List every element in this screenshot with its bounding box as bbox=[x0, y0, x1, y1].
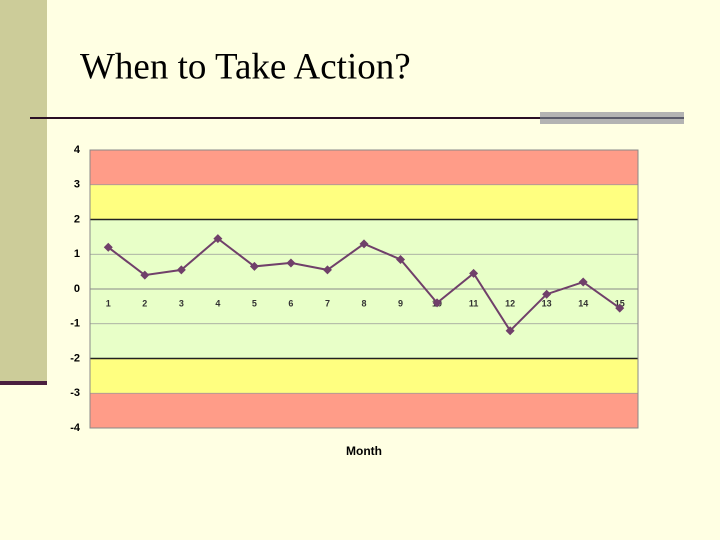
x-tick-label: 12 bbox=[505, 298, 515, 308]
data-point bbox=[542, 289, 552, 299]
x-tick-label: 9 bbox=[398, 298, 403, 308]
data-point bbox=[249, 261, 259, 271]
y-tick-label: -2 bbox=[70, 352, 80, 364]
y-tick-label: -1 bbox=[70, 318, 80, 330]
zone bbox=[90, 358, 638, 394]
data-point bbox=[286, 258, 296, 268]
x-axis-title: Month bbox=[346, 444, 382, 458]
y-tick-label: -4 bbox=[70, 422, 81, 434]
y-tick-label: 2 bbox=[74, 213, 80, 225]
data-point bbox=[322, 265, 332, 275]
side-bar-rule bbox=[0, 381, 47, 385]
data-point bbox=[140, 270, 150, 280]
y-tick-label: 4 bbox=[74, 144, 81, 156]
data-point bbox=[505, 326, 515, 336]
data-point bbox=[359, 239, 369, 249]
data-point bbox=[469, 268, 479, 278]
side-bar bbox=[0, 0, 47, 383]
data-point bbox=[176, 265, 186, 275]
x-tick-label: 3 bbox=[179, 298, 184, 308]
zone bbox=[90, 184, 638, 220]
x-tick-label: 4 bbox=[215, 298, 220, 308]
y-tick-label: -3 bbox=[70, 387, 80, 399]
x-tick-label: 7 bbox=[325, 298, 330, 308]
data-point bbox=[615, 303, 625, 313]
y-tick-label: 3 bbox=[74, 179, 80, 191]
x-tick-label: 8 bbox=[361, 298, 366, 308]
y-tick-label: 1 bbox=[74, 248, 80, 260]
x-tick-label: 2 bbox=[142, 298, 147, 308]
zone bbox=[90, 393, 638, 428]
data-point bbox=[578, 277, 588, 287]
zone bbox=[90, 150, 638, 185]
x-tick-label: 5 bbox=[252, 298, 257, 308]
x-tick-label: 13 bbox=[542, 298, 552, 308]
x-tick-label: 1 bbox=[106, 298, 111, 308]
data-point bbox=[213, 234, 223, 244]
x-tick-label: 15 bbox=[615, 298, 625, 308]
slide-title: When to Take Action? bbox=[80, 46, 411, 87]
x-tick-label: 14 bbox=[578, 298, 588, 308]
data-point bbox=[103, 242, 113, 252]
x-tick-label: 6 bbox=[288, 298, 293, 308]
x-tick-label: 11 bbox=[469, 298, 479, 308]
data-point bbox=[432, 298, 442, 308]
y-tick-label: 0 bbox=[74, 283, 80, 295]
data-point bbox=[396, 254, 406, 264]
